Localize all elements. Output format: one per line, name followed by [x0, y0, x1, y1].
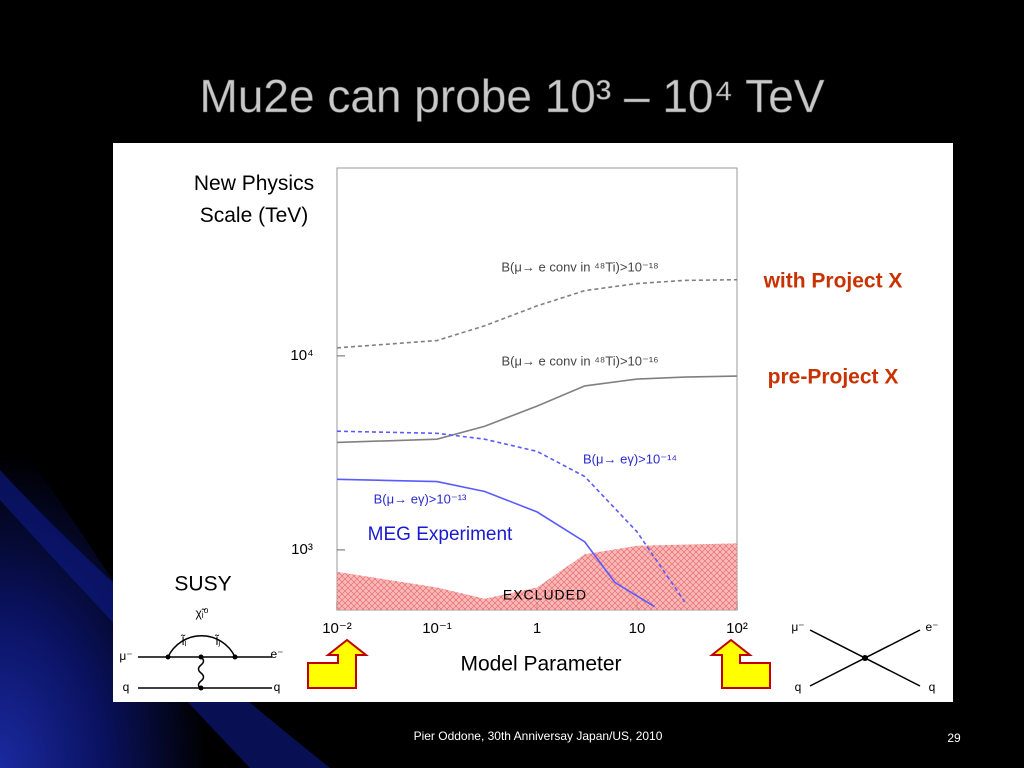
diagram-label: e⁻ [270, 647, 283, 661]
x-tick-label: 10⁻¹ [422, 620, 452, 637]
footer-text: Pier Oddone, 30th Anniversay Japan/US, 2… [414, 729, 663, 743]
diagram-label: q [929, 680, 936, 694]
diagram-label: μ⁻ [119, 649, 132, 663]
diagram-label: q [795, 680, 802, 694]
diagram-label: χ̃ᵢ⁰ [196, 606, 209, 620]
y-axis-label: New Physics Scale (TeV) [194, 172, 314, 227]
series-line [336, 478, 656, 608]
diagram-label: μ⁻ [791, 620, 804, 634]
arrow-icon [307, 638, 369, 689]
x-tick-label: 10⁻² [322, 620, 352, 637]
series-label: B(μ→ eγ)>10⁻¹⁴ [583, 451, 677, 466]
annotation: pre-Project X [768, 366, 899, 389]
diagram-label: l̃ⱼ [214, 633, 220, 648]
vertex [165, 654, 238, 691]
area-label: EXCLUDED [503, 587, 587, 603]
y-tick-label: 10³ [291, 541, 313, 558]
susy-diagram [138, 635, 272, 690]
diagram-label: q [274, 680, 281, 694]
series-label: B(μ→ eγ)>10⁻¹³ [374, 491, 467, 506]
arrow-icon [709, 638, 771, 689]
annotation: with Project X [763, 270, 903, 293]
y-tick-label: 10⁴ [290, 347, 313, 364]
x-axis-label: Model Parameter [460, 653, 621, 676]
x-tick-label: 10² [726, 620, 748, 637]
series-label: B(μ→ e conv in ⁴⁸Ti)>10⁻¹⁸ [501, 259, 658, 274]
diagram-title: SUSY [174, 573, 231, 596]
series-line [336, 430, 686, 603]
x-tick-label: 10 [629, 620, 646, 637]
series-label: B(μ→ e conv in ⁴⁸Ti)>10⁻¹⁶ [501, 353, 658, 368]
excluded-hatch [337, 543, 737, 610]
diagram-label: e⁻ [925, 620, 938, 634]
series-line [336, 375, 738, 444]
annotation: MEG Experiment [368, 524, 513, 545]
x-tick-label: 1 [533, 620, 541, 637]
diagram-label: q [123, 680, 130, 694]
plot: 10⁻² 10⁻¹ 1 10 10² 10³ 10⁴ EXCLUDED B(μ→ e conv … [290, 259, 747, 637]
slide-title: Mu2e can probe 10³ – 10⁴ TeV [200, 70, 825, 122]
diagram-label: l̃ᵢ [180, 633, 186, 648]
series-line [336, 278, 738, 349]
figure-panel [113, 143, 953, 702]
vertex [862, 655, 868, 661]
page-number: 29 [947, 731, 961, 745]
